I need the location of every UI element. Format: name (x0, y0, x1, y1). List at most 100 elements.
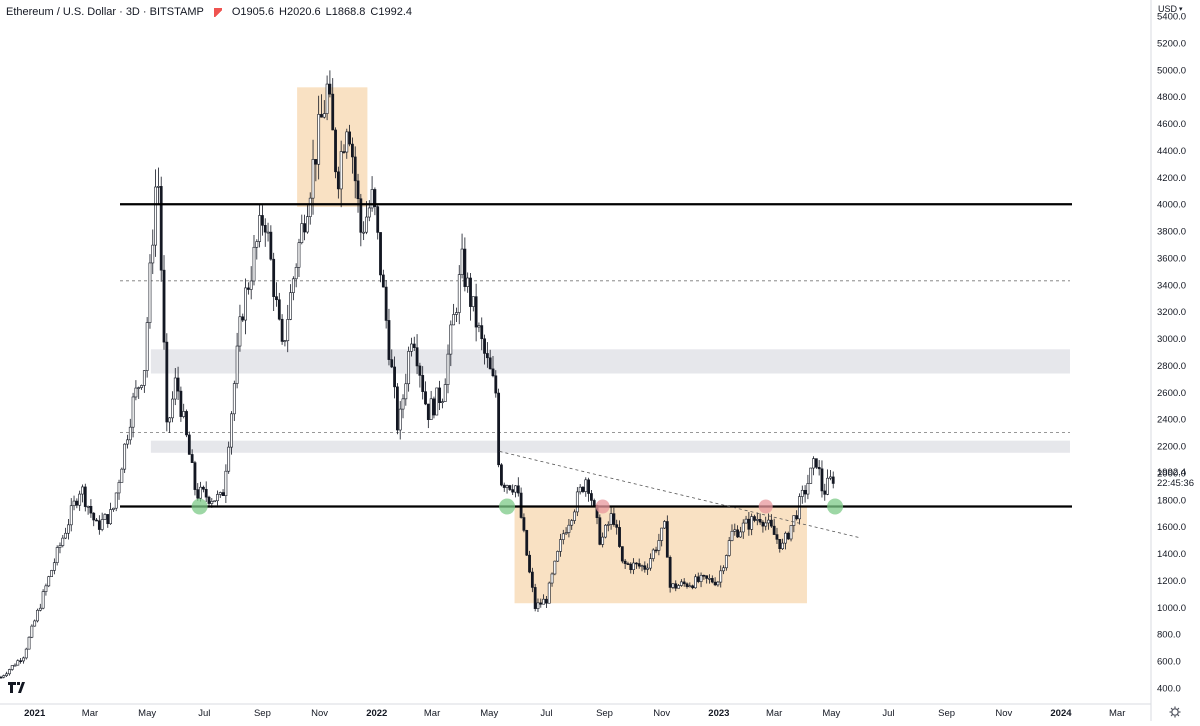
candle-up (325, 83, 329, 114)
x-tick-label: 2023 (708, 708, 729, 719)
candle-up (514, 485, 517, 493)
y-tick-label: 3200.0 (1157, 307, 1186, 318)
candle-up (300, 223, 304, 243)
candle-down (89, 505, 93, 514)
candle-up (38, 607, 42, 611)
candle-down (387, 320, 391, 360)
x-tick-label: Jul (540, 708, 552, 719)
x-tick-label: Mar (82, 708, 98, 719)
candle-down (820, 468, 824, 492)
candle-up (41, 591, 45, 609)
candle-up (339, 151, 343, 190)
candle-up (291, 278, 295, 293)
candle-down (702, 574, 706, 577)
candle-down (412, 343, 416, 348)
candle-up (216, 494, 219, 502)
candle-down (494, 375, 498, 394)
y-tick-label: 4800.0 (1157, 92, 1186, 103)
x-tick-label: Jul (198, 708, 210, 719)
candle-up (556, 551, 560, 562)
y-tick-label: 5200.0 (1157, 38, 1186, 49)
candle-up (466, 277, 470, 287)
candle-up (570, 520, 574, 526)
support-marker (191, 498, 208, 515)
y-tick-label: 3600.0 (1157, 253, 1186, 264)
candle-up (809, 467, 813, 484)
candle-up (722, 567, 725, 572)
candle-down (668, 557, 672, 588)
candle-up (156, 186, 160, 188)
gear-icon[interactable] (1169, 706, 1181, 718)
candle-down (179, 390, 183, 417)
x-tick-label: Mar (424, 708, 440, 719)
candle-down (356, 180, 360, 200)
candle-up (227, 446, 231, 472)
candle-up (33, 620, 37, 627)
candle-down (817, 466, 821, 470)
candle-up (286, 319, 290, 342)
candle-up (16, 660, 20, 666)
candle-up (78, 493, 82, 506)
candle-down (432, 398, 436, 416)
symbol-title[interactable]: Ethereum / U.S. Dollar · 3D · BITSTAMP (6, 6, 204, 18)
candle-up (5, 673, 8, 676)
candle-up (362, 231, 366, 234)
candle-up (812, 458, 815, 469)
candle-down (395, 386, 399, 431)
annotations-layer (120, 87, 1071, 604)
candle-down (637, 563, 641, 567)
candle-up (460, 248, 464, 275)
candle-up (47, 576, 51, 587)
candle-up (649, 558, 652, 569)
candle-up (784, 532, 787, 544)
x-tick-label: Sep (596, 708, 613, 719)
candle-up (182, 411, 186, 417)
candle-down (753, 516, 756, 521)
candle-down (713, 581, 717, 586)
x-tick-label: Jul (882, 708, 894, 719)
candle-down (705, 575, 709, 579)
candle-up (559, 539, 562, 552)
candle-up (10, 665, 14, 670)
candle-up (660, 527, 664, 541)
candle-down (814, 458, 818, 468)
candle-up (13, 664, 17, 667)
candle-down (620, 546, 624, 562)
candle-up (564, 532, 568, 535)
candle-up (224, 470, 228, 496)
candle-down (587, 479, 590, 494)
candle-down (665, 521, 669, 558)
candle-down (654, 549, 658, 552)
candle-down (353, 156, 357, 182)
candle-down (488, 357, 492, 370)
candle-down (696, 576, 700, 582)
candle-down (623, 560, 627, 564)
candle-up (744, 518, 748, 524)
candle-down (263, 225, 267, 233)
candle-up (100, 519, 104, 530)
ohlc-close: C1992.4 (370, 6, 412, 18)
candle-up (64, 532, 68, 539)
candle-down (691, 585, 695, 589)
candle-up (604, 524, 607, 538)
candle-down (626, 563, 630, 565)
candle-down (159, 186, 163, 271)
candle-down (83, 486, 87, 507)
candle-up (561, 533, 565, 540)
candle-down (187, 434, 191, 455)
candle-up (755, 519, 759, 521)
candle-up (694, 576, 697, 589)
currency-label: USD (1158, 4, 1178, 14)
candle-up (7, 669, 11, 675)
candle-up (131, 396, 135, 428)
candle-down (376, 206, 380, 233)
candle-down (474, 296, 478, 328)
candle-up (407, 351, 411, 385)
ohlc-high: H2020.6 (279, 6, 321, 18)
currency-selector[interactable]: USD ▾ (1158, 4, 1183, 14)
candle-up (199, 486, 202, 499)
candle-down (320, 114, 323, 118)
